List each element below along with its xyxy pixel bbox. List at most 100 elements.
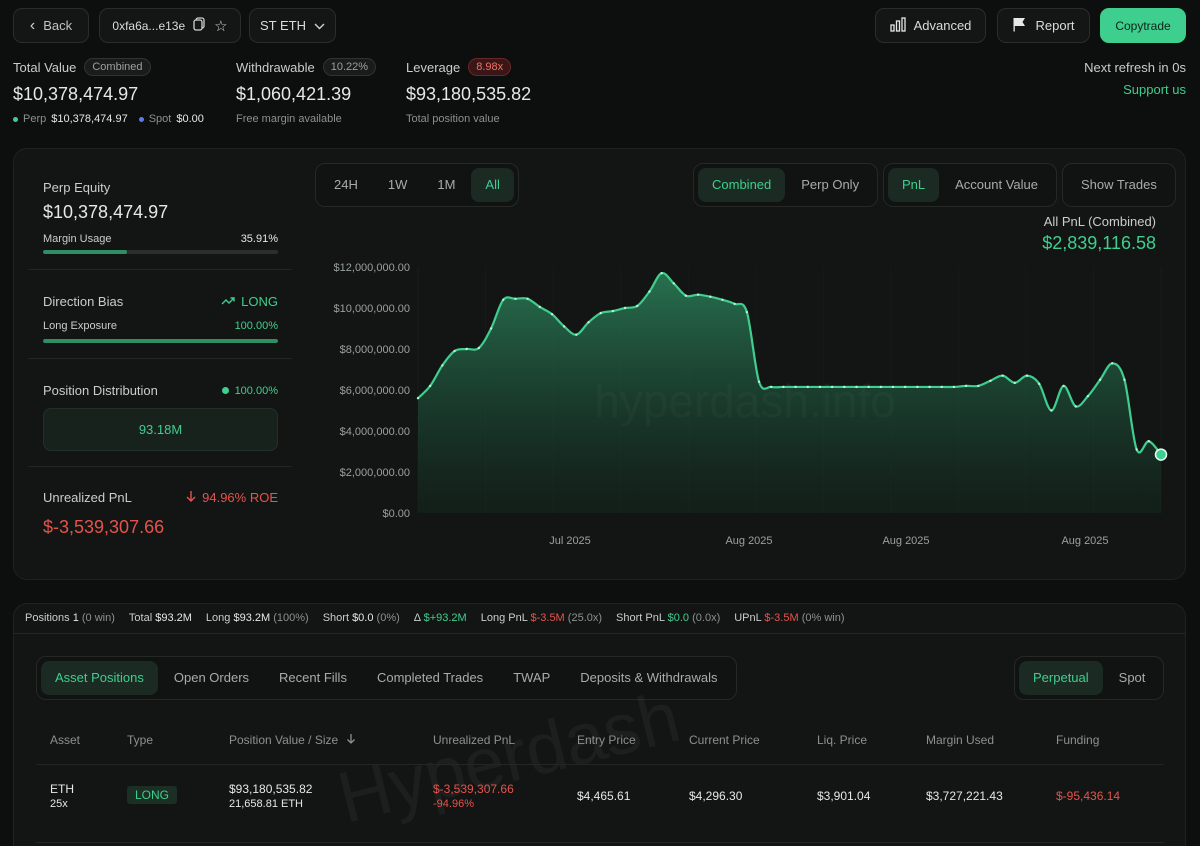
long-exposure-value: 100.00%: [234, 320, 278, 332]
trend-up-icon: [221, 294, 235, 309]
row-margin-used: $3,727,221.43: [926, 789, 1003, 803]
back-button[interactable]: ‹ Back: [13, 8, 89, 43]
withdrawable-badge: 10.22%: [322, 58, 377, 76]
y-tick-label: $8,000,000.00: [340, 344, 410, 356]
perp-dot-icon: [13, 116, 18, 122]
data-point: [1025, 374, 1029, 377]
stats-bar: Positions 1 (0 win) Total $93.2M Long $9…: [25, 612, 845, 624]
star-icon[interactable]: ☆: [214, 17, 228, 35]
distribution-bar[interactable]: 93.18M: [43, 408, 278, 451]
mode-tab-perp-only[interactable]: Perp Only: [801, 177, 860, 192]
copytrade-label: Copytrade: [1115, 18, 1171, 33]
data-point: [441, 364, 444, 367]
th-current-price[interactable]: Current Price: [689, 733, 760, 747]
pnl-area: [418, 272, 1161, 513]
y-tick-label: $10,000,000.00: [334, 303, 410, 315]
market-tab-perpetual[interactable]: Perpetual: [1019, 661, 1103, 695]
th-entry-price[interactable]: Entry Price: [577, 733, 636, 747]
distribution-pct: 100.00%: [234, 384, 278, 397]
data-point: [757, 380, 761, 383]
total-value: $10,378,474.97: [13, 84, 139, 104]
range-tab-1w[interactable]: 1W: [387, 177, 408, 192]
tab-twap[interactable]: TWAP: [513, 670, 551, 685]
x-tick-label: Aug 2025: [1061, 535, 1108, 547]
data-point: [818, 385, 822, 389]
tab-completed-trades[interactable]: Completed Trades: [376, 670, 484, 685]
stat-positions: Positions 1 (0 win): [25, 612, 115, 624]
data-point: [709, 295, 712, 298]
th-funding[interactable]: Funding: [1056, 733, 1100, 747]
range-tab-24h[interactable]: 24H: [334, 177, 358, 192]
show-trades-button[interactable]: Show Trades: [1081, 177, 1157, 192]
stat-long-pnl: Long PnL $-3.5M (25.0x): [480, 612, 603, 624]
tab-deposits-withdrawals[interactable]: Deposits & Withdrawals: [580, 670, 718, 685]
metric-tab-account-value[interactable]: Account Value: [955, 177, 1039, 192]
data-point: [453, 349, 456, 353]
copytrade-button[interactable]: Copytrade: [1100, 8, 1186, 43]
direction-label: Direction Bias: [43, 294, 124, 309]
spot-value: $0.00: [176, 113, 204, 125]
pnl-chart[interactable]: $12,000,000.00 $10,000,000.00 $8,000,000.0…: [315, 255, 1175, 555]
copy-icon[interactable]: [193, 17, 206, 34]
y-tick-label: $2,000,000.00: [340, 467, 410, 479]
data-point: [1037, 382, 1041, 386]
address-text: 0xfa6a...e13e: [112, 18, 186, 33]
advanced-button[interactable]: Advanced: [875, 8, 986, 43]
data-point: [989, 379, 992, 382]
y-tick-label: $4,000,000.00: [340, 426, 410, 438]
report-button[interactable]: Report: [997, 8, 1090, 43]
leverage-sub: Total position value: [406, 113, 500, 125]
th-type[interactable]: Type: [127, 733, 154, 747]
positions-tabs: Asset Positions Open Orders Recent Fills Co…: [36, 656, 737, 700]
mode-tab-combined[interactable]: Combined: [698, 168, 786, 202]
range-tab-1m[interactable]: 1M: [437, 177, 456, 192]
upnl-roe: 94.96% ROE: [202, 490, 278, 505]
withdrawable-block: Withdrawable 10.22% $1,060,421.39 Free m…: [236, 58, 377, 125]
data-point: [1111, 362, 1114, 365]
row-position-value: $93,180,535.82: [229, 782, 313, 796]
margin-usage-label: Margin Usage: [43, 233, 112, 245]
address-chip[interactable]: 0xfa6a...e13e ☆: [99, 8, 241, 43]
y-tick-label: $0.00: [382, 508, 410, 520]
data-point: [770, 385, 773, 389]
data-point: [1050, 409, 1053, 412]
total-value-badge: Combined: [84, 58, 151, 76]
mode-selector: Combined Perp Only: [693, 163, 879, 207]
stat-delta: Δ $+93.2M: [413, 612, 467, 624]
th-position-value[interactable]: Position Value / Size: [229, 733, 356, 747]
data-point: [416, 397, 420, 400]
tab-asset-positions[interactable]: Asset Positions: [41, 661, 158, 695]
tab-recent-fills[interactable]: Recent Fills: [279, 670, 347, 685]
perp-equity-value: $10,378,474.97: [43, 202, 169, 222]
data-point: [843, 385, 846, 389]
long-exposure-label: Long Exposure: [43, 320, 117, 332]
show-trades-toggle: Show Trades: [1062, 163, 1176, 207]
data-point: [1147, 440, 1151, 443]
data-point: [648, 290, 651, 293]
tab-open-orders[interactable]: Open Orders: [173, 670, 250, 685]
th-liq-price[interactable]: Liq. Price: [817, 733, 868, 747]
data-point: [502, 298, 505, 301]
data-point: [867, 385, 870, 389]
latest-point-marker[interactable]: [1154, 448, 1168, 461]
th-asset[interactable]: Asset: [50, 733, 81, 747]
side-divider-1: [28, 269, 292, 270]
y-tick-label: $6,000,000.00: [340, 385, 410, 397]
stat-short: Short $0.0 (0%): [322, 612, 400, 624]
upnl-label: Unrealized PnL: [43, 490, 132, 505]
th-position-value-label: Position Value / Size: [229, 733, 339, 747]
stat-short-pnl: Short PnL $0.0 (0.0x): [616, 612, 721, 624]
data-point: [977, 384, 980, 388]
data-point: [830, 385, 834, 389]
range-tab-all[interactable]: All: [471, 168, 514, 202]
distribution-label: Position Distribution: [43, 383, 158, 398]
market-tab-spot[interactable]: Spot: [1118, 670, 1146, 685]
th-margin-used[interactable]: Margin Used: [926, 733, 995, 747]
data-point: [636, 304, 639, 308]
asset-select[interactable]: ST ETH: [249, 8, 336, 43]
th-unrealized-pnl[interactable]: Unrealized PnL: [433, 733, 516, 747]
metric-tab-pnl[interactable]: PnL: [888, 168, 940, 202]
sort-down-icon[interactable]: [346, 733, 356, 747]
support-link[interactable]: Support us: [1123, 82, 1186, 97]
data-point: [879, 385, 883, 389]
